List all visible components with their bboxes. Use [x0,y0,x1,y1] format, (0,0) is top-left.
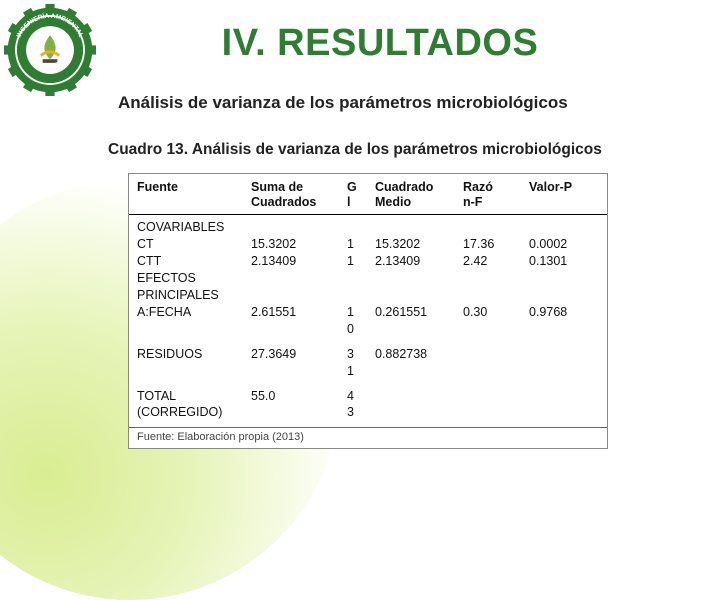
table-cell: 0.1301 [529,253,599,270]
table-cell [375,287,457,304]
table-cell [251,287,341,304]
table-cell [463,287,523,304]
table-row: PRINCIPALES [137,287,599,304]
table-cell [463,346,523,380]
table-cell: 15.3202 [375,236,457,253]
anova-table: Fuente Suma de Cuadrados G l Cuadrado Me… [128,173,608,449]
table-cell [529,287,599,304]
table-cell: TOTAL (CORREGIDO) [137,388,245,422]
table-source-note: Fuente: Elaboración propia (2013) [129,428,607,448]
table-cell: 1 [347,236,369,253]
table-row: EFECTOS [137,270,599,287]
table-cell: 17.36 [463,236,523,253]
table-cell [375,270,457,287]
table-cell: 0.882738 [375,346,457,380]
table-cell [375,388,457,422]
table-cell: EFECTOS [137,270,245,287]
table-cell [529,388,599,422]
table-cell [529,270,599,287]
table-row: A:FECHA2.61551 1 0 0.2615510.300.9768 [137,304,599,338]
table-cell: CT [137,236,245,253]
table-cell [347,270,369,287]
table-cell [375,219,457,236]
table-cell [463,219,523,236]
table-cell: 27.3649 [251,346,341,380]
table-row: TOTAL (CORREGIDO)55.0 4 3 [137,388,599,422]
table-cell [347,287,369,304]
table-cell [529,219,599,236]
table-cell: 0.9768 [529,304,599,338]
table-cell [463,388,523,422]
col-gl: G l [347,180,369,210]
table-cell [529,346,599,380]
table-cell: 15.3202 [251,236,341,253]
table-caption: Cuadro 13. Análisis de varianza de los p… [108,141,720,159]
table-row: CTT 2.13409 1 2.13409 2.42 0.1301 [137,253,599,270]
col-razon-f: Razó n-F [463,180,523,210]
table-cell: COVARIABLES [137,219,245,236]
table-cell [347,219,369,236]
gear-icon: INGENIERÍA AMBIENTAL UNAS [4,4,96,96]
table-cell: PRINCIPALES [137,287,245,304]
col-fuente: Fuente [137,180,245,210]
table-cell: RESIDUOS [137,346,245,380]
table-cell: 0.261551 [375,304,457,338]
table-cell: 2.61551 [251,304,341,338]
table-cell: A:FECHA [137,304,245,338]
col-cuadrado-medio: Cuadrado Medio [375,180,457,210]
section-subtitle: Análisis de varianza de los parámetros m… [118,93,720,113]
table-cell: 2.13409 [375,253,457,270]
table-body: COVARIABLESCT15.3202115.320217.360.0002C… [129,215,607,423]
table-cell: 1 0 [347,304,369,338]
unas-logo: INGENIERÍA AMBIENTAL UNAS [4,4,96,96]
table-cell: 0.0002 [529,236,599,253]
table-cell: 1 [347,253,369,270]
table-cell [463,270,523,287]
table-row: COVARIABLES [137,219,599,236]
table-cell [251,270,341,287]
col-suma: Suma de Cuadrados [251,180,341,210]
table-cell: CTT [137,253,245,270]
table-cell: 55.0 [251,388,341,422]
table-cell [251,219,341,236]
table-header-row: Fuente Suma de Cuadrados G l Cuadrado Me… [129,174,607,215]
col-valor-p: Valor-P [529,180,599,210]
table-cell: 3 1 [347,346,369,380]
table-cell: 2.42 [463,253,523,270]
table-cell: 4 3 [347,388,369,422]
page-title: IV. RESULTADOS [40,22,720,65]
table-row: CT 15.3202 1 15.3202 17.36 0.0002 [137,236,599,253]
table-cell: 0.30 [463,304,523,338]
table-cell: 2.13409 [251,253,341,270]
table-row: RESIDUOS27.3649 3 1 0.882738 [137,346,599,380]
slide-content: IV. RESULTADOS Análisis de varianza de l… [0,0,720,449]
